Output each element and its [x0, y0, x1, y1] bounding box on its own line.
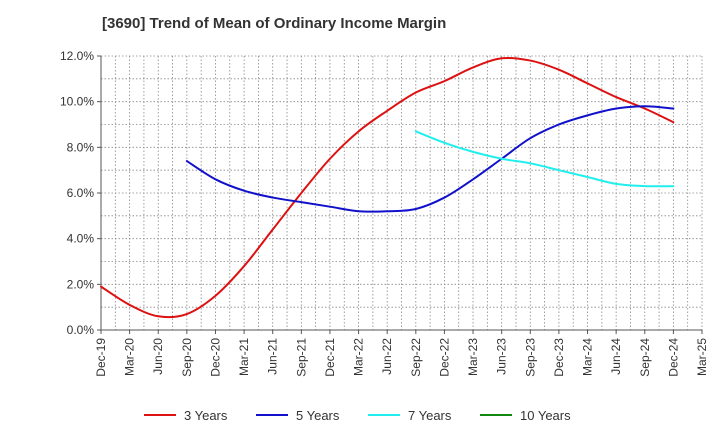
x-tick-label: Dec-19 [94, 338, 108, 377]
legend-item-3-years: 3 Years [144, 408, 228, 423]
y-tick-label: 0.0% [67, 323, 95, 337]
x-tick-label: Sep-24 [638, 338, 652, 377]
x-tick-label: Dec-23 [552, 338, 566, 377]
x-tick-label: Jun-23 [495, 338, 509, 375]
x-tick-label: Jun-21 [266, 338, 280, 375]
legend-label-5-years: 5 Years [296, 408, 340, 423]
y-tick-label: 2.0% [67, 277, 95, 291]
legend-label-7-years: 7 Years [408, 408, 452, 423]
x-tick-label: Sep-20 [180, 338, 194, 377]
x-tick-label: Jun-24 [609, 338, 623, 375]
x-tick-label: Sep-22 [409, 338, 423, 377]
series-line-7-years [414, 130, 675, 188]
y-tick-label: 6.0% [67, 186, 95, 200]
x-tick-label: Mar-22 [352, 338, 366, 376]
y-tick-label: 8.0% [67, 140, 95, 154]
axis-layer: 0.0% 2.0% 4.0% 6.0% 8.0% 10.0% 12.0% Dec-19 Mar-… [60, 49, 709, 377]
series-line-5-years [185, 105, 675, 213]
y-tick-label: 4.0% [67, 232, 95, 246]
x-tick-label: Dec-21 [323, 338, 337, 377]
legend-label-10-years: 10 Years [520, 408, 571, 423]
x-tick-label: Dec-20 [208, 338, 222, 377]
x-tick-label: Mar-21 [237, 338, 251, 376]
legend-item-10-years: 10 Years [480, 408, 571, 423]
x-tick-label: Jun-22 [380, 338, 394, 375]
x-tick-label: Dec-24 [666, 338, 680, 377]
y-tick-label: 10.0% [60, 95, 94, 109]
x-tick-label: Dec-22 [437, 338, 451, 377]
x-tick-label: Mar-25 [695, 338, 709, 376]
x-tick-label: Jun-20 [151, 338, 165, 375]
x-tick-label: Mar-24 [581, 338, 595, 376]
x-tick-label: Sep-21 [294, 338, 308, 377]
legend-item-5-years: 5 Years [256, 408, 340, 423]
chart-title: [3690] Trend of Mean of Ordinary Income … [102, 15, 447, 32]
legend-label-3-years: 3 Years [184, 408, 228, 423]
x-tick-label: Mar-20 [123, 338, 137, 376]
legend: 3 Years 5 Years 7 Years 10 Years [144, 408, 571, 423]
x-tick-label: Sep-23 [523, 338, 537, 377]
series-line-3-years [100, 56, 675, 319]
y-tick-label: 12.0% [60, 49, 94, 63]
legend-item-7-years: 7 Years [368, 408, 452, 423]
grid-layer [100, 55, 703, 331]
series-layer [100, 56, 675, 319]
x-tick-label: Mar-23 [466, 338, 480, 376]
